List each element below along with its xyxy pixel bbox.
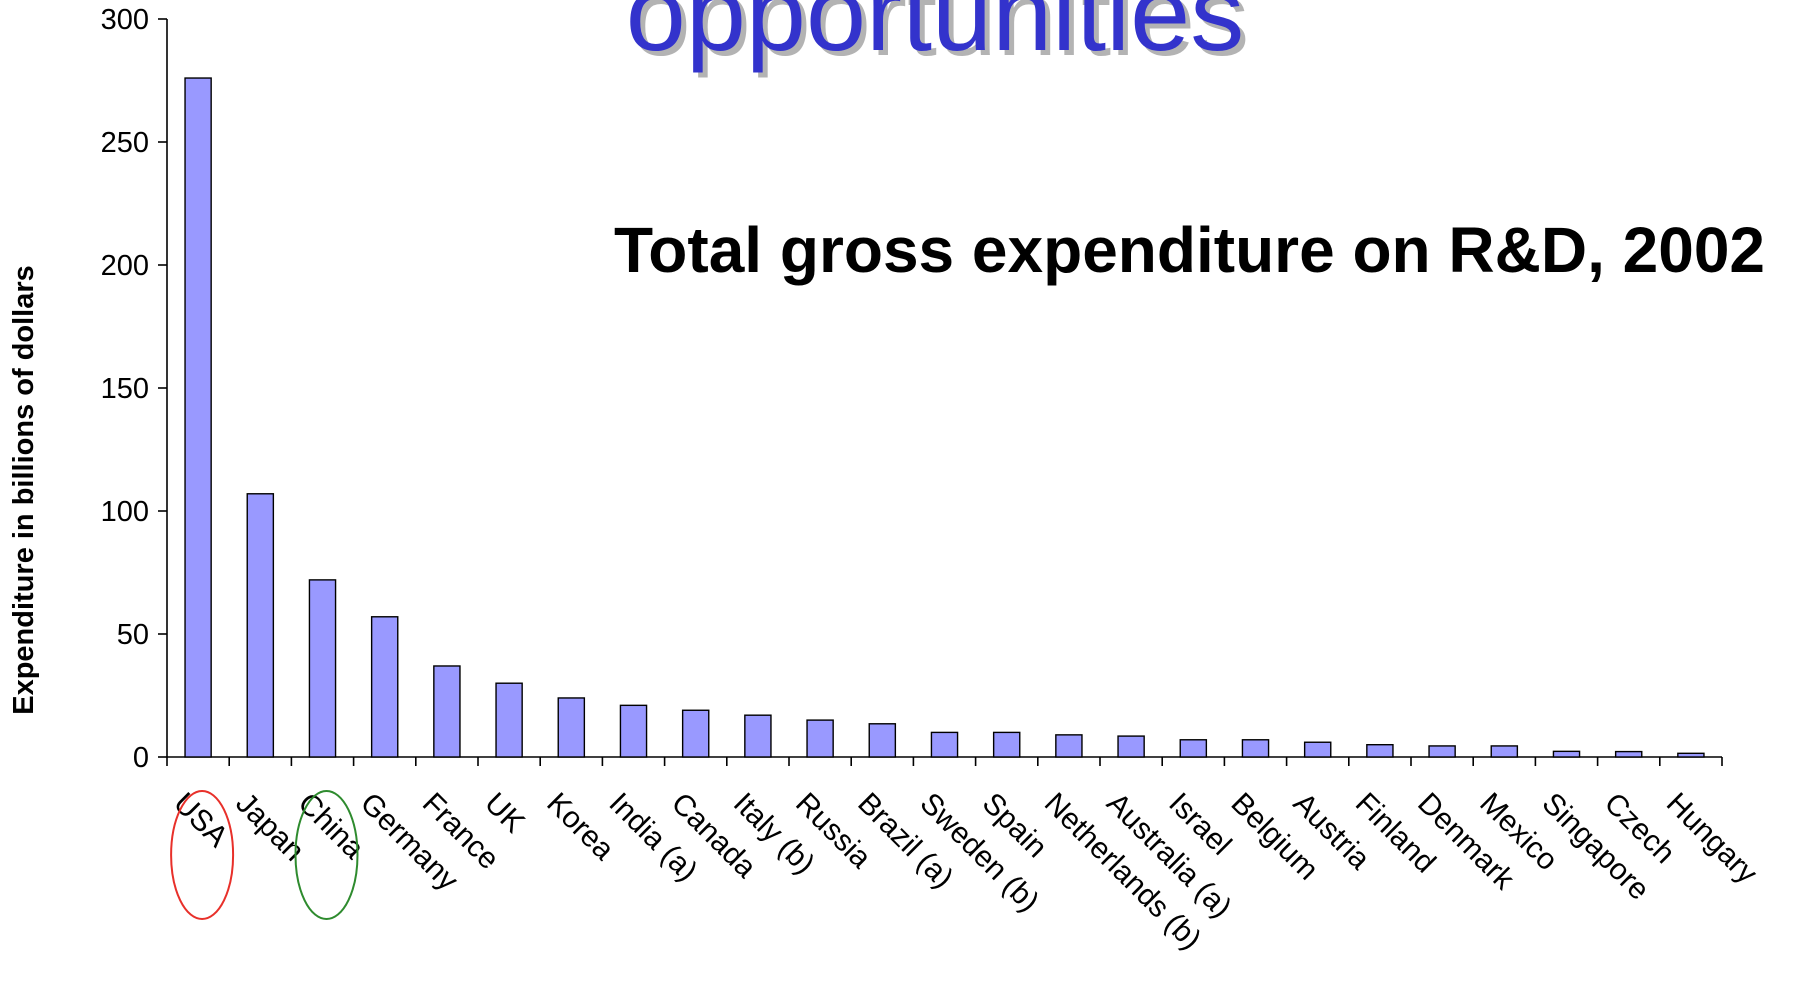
- x-tick-label: Hungary: [1660, 787, 1764, 891]
- bar-israel: [1179, 739, 1208, 758]
- bar-sweden-b: [930, 731, 959, 758]
- y-tick-label: 250: [101, 127, 149, 159]
- bar-brazil-a: [868, 723, 897, 758]
- bar-usa: [184, 77, 212, 758]
- bar-denmark: [1428, 745, 1456, 758]
- bar-netherlands-b: [1055, 734, 1083, 758]
- highlight-ellipse-china: [294, 790, 359, 920]
- bar-austria: [1303, 741, 1332, 758]
- bar-belgium: [1241, 739, 1270, 758]
- bar-india-a: [619, 704, 648, 758]
- x-tick-label: China: [292, 787, 371, 866]
- bar-germany: [370, 616, 399, 758]
- bar-hungary: [1677, 752, 1705, 758]
- slide-heading: opportunities: [626, 0, 1244, 73]
- y-tick-label: 150: [101, 373, 149, 405]
- x-tick-label: UK: [478, 787, 531, 840]
- y-tick-label: 300: [101, 4, 149, 36]
- bar-japan: [246, 493, 275, 758]
- y-tick-label: 0: [133, 742, 149, 774]
- bar-spain: [992, 731, 1021, 758]
- bar-finland: [1366, 744, 1394, 758]
- bar-singapore: [1552, 750, 1581, 758]
- bar-italy-b: [744, 714, 772, 758]
- bar-korea: [557, 697, 586, 758]
- y-tick-label: 200: [101, 250, 149, 282]
- y-tick-label: 100: [101, 496, 149, 528]
- plot-area: 050100150200250300USAJapanChinaGermanyFr…: [101, 4, 1764, 956]
- bar-australia-a: [1117, 735, 1145, 758]
- bar-china: [308, 579, 337, 758]
- x-tick-label: USA: [167, 787, 234, 854]
- bar-czech: [1614, 750, 1643, 758]
- bar-russia: [806, 719, 834, 758]
- bar-france: [433, 665, 461, 758]
- bar-canada: [681, 709, 710, 758]
- y-tick-label: 50: [117, 619, 149, 651]
- bar-uk: [495, 682, 523, 758]
- x-tick-label: Korea: [540, 787, 620, 867]
- chart-title: Total gross expenditure on R&D, 2002: [614, 214, 1765, 286]
- highlight-ellipse-usa: [170, 790, 235, 920]
- y-axis-label: Expenditure in billions of dollars: [8, 265, 40, 715]
- bar-mexico: [1490, 745, 1519, 758]
